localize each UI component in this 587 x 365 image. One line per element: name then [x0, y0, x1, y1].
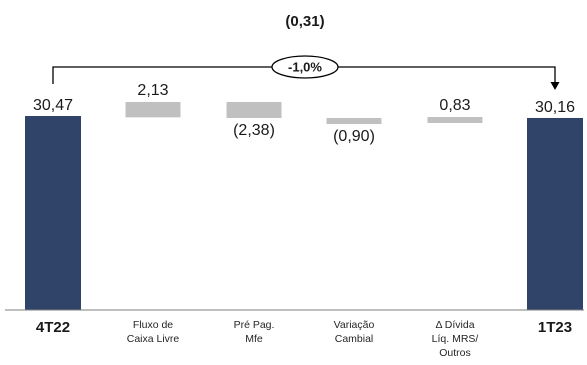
- delta-bar-2: [226, 102, 282, 118]
- value-label-3: (0,90): [333, 128, 375, 145]
- change-pct-label: -1,0%: [288, 60, 322, 75]
- total-bar-1t23: [527, 117, 583, 310]
- arrow-down-icon: [550, 82, 560, 90]
- value-label-2: (2,38): [233, 122, 275, 139]
- value-label-4: 0,83: [439, 97, 470, 114]
- bars-group: [25, 102, 583, 310]
- change-connector: -1,0% (0,31): [52, 13, 560, 90]
- category-label-5: 1T23: [538, 319, 572, 336]
- total-bar-4t22: [25, 116, 81, 310]
- delta-bar-1: [125, 102, 181, 118]
- category-label-2: Pré Pag. Mfe: [234, 319, 275, 345]
- value-label-1: 2,13: [137, 82, 168, 99]
- delta-bar-3: [326, 118, 382, 124]
- labels-group: 30,47 2,13 (2,38) (0,90) 0,83 30,16 4T22 Fluxo …: [33, 82, 575, 359]
- change-pct-badge: [271, 55, 339, 79]
- change-value-label: (0,31): [285, 13, 324, 30]
- value-label-5: 30,16: [535, 99, 575, 116]
- category-label-3: Variação Cambial: [334, 319, 375, 345]
- value-label-0: 30,47: [33, 97, 73, 114]
- category-label-4: Δ Dívida Líq. MRS/Outros: [432, 319, 479, 359]
- category-label-0: 4T22: [36, 319, 70, 336]
- delta-bar-4: [427, 117, 483, 123]
- category-label-1: Fluxo de Caixa Livre: [127, 319, 180, 345]
